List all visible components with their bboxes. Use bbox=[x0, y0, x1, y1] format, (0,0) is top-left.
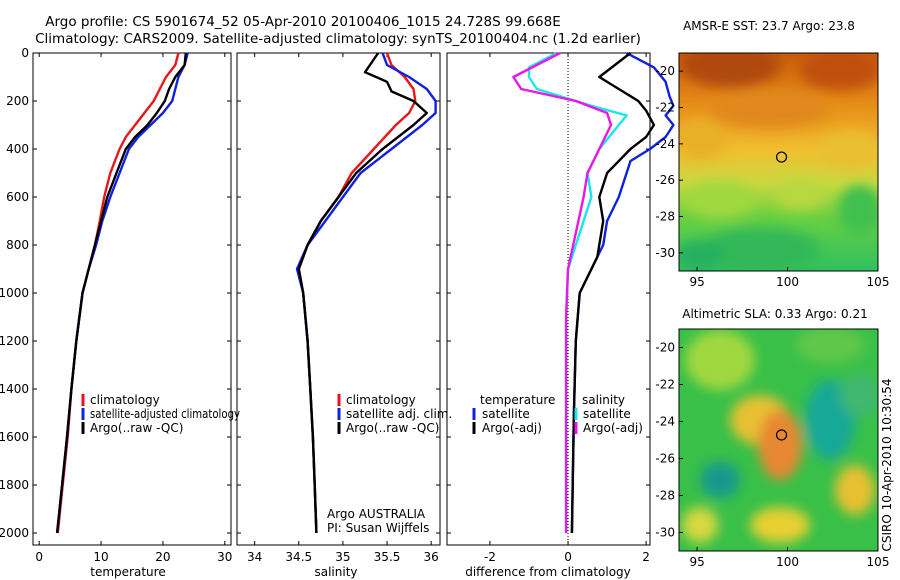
series-line-salinity-argo bbox=[512, 51, 613, 533]
x-tick-label: 36 bbox=[424, 550, 439, 564]
annotation-line-1: Argo AUSTRALIA bbox=[327, 507, 426, 521]
sla-map-title: Altimetric SLA: 0.33 Argo: 0.21 bbox=[682, 307, 867, 321]
y-tick-label: 1400 bbox=[0, 382, 29, 396]
sst-heatmap bbox=[679, 53, 878, 271]
x-tick-label: -2 bbox=[484, 550, 496, 564]
series-line-argo bbox=[55, 52, 187, 534]
series-line-climatology bbox=[56, 52, 180, 534]
y-tick-label: 1600 bbox=[0, 430, 29, 444]
difference-axes-frame bbox=[446, 52, 651, 546]
temperature-xlabel: temperature bbox=[90, 565, 165, 579]
series-line-satellite-adjusted bbox=[55, 52, 189, 534]
y-tick-label: -30 bbox=[655, 246, 675, 260]
argo-position-marker bbox=[775, 151, 788, 163]
argo-position-marker bbox=[775, 429, 788, 441]
temperature-axes-frame bbox=[32, 52, 232, 546]
x-tick-label: 100 bbox=[776, 275, 799, 289]
y-tick-label: 2000 bbox=[0, 526, 29, 540]
legend-sal-argo-label: Argo(-adj) bbox=[583, 421, 643, 435]
series-line-temperature-argo bbox=[570, 52, 656, 534]
annotation-line-2: PI: Susan Wijffels bbox=[327, 521, 429, 535]
legend-satellite-label: satellite adj. clim. bbox=[346, 407, 452, 421]
y-tick-label: -26 bbox=[655, 452, 675, 466]
x-tick-label: 95 bbox=[689, 275, 704, 289]
x-tick-label: 100 bbox=[776, 555, 799, 569]
x-tick-label: 20 bbox=[155, 550, 170, 564]
y-tick-label: 200 bbox=[6, 94, 29, 108]
x-tick-label: 105 bbox=[867, 275, 890, 289]
difference-legend: temperature salinity satellite Argo(-adj… bbox=[472, 393, 643, 435]
sla-map-panel: Altimetric SLA: 0.33 Argo: 0.21 -20 -22 -2… bbox=[655, 307, 889, 569]
x-tick-label: 0 bbox=[35, 550, 43, 564]
salinity-axes-frame bbox=[236, 52, 441, 546]
legend-climatology-label: climatology bbox=[346, 393, 416, 407]
y-tick-label: -28 bbox=[655, 210, 675, 224]
title-line-2: Climatology: CARS2009. Satellite-adjuste… bbox=[35, 31, 641, 47]
x-tick-label: 95 bbox=[689, 555, 704, 569]
legend-sal-satellite-label: satellite bbox=[583, 407, 631, 421]
y-tick-label: 1800 bbox=[0, 478, 29, 492]
temperature-panel: 0 200 400 600 800 1000 1200 1400 1600 1800 2000 0 1… bbox=[0, 46, 240, 579]
y-tick-label: -30 bbox=[655, 526, 675, 540]
salinity-panel: 34 34.5 35 35.5 36 salinity climatology sate… bbox=[236, 52, 452, 579]
salinity-xlabel: salinity bbox=[314, 565, 357, 579]
difference-panel: -2 0 2 difference from climatology tempera… bbox=[446, 51, 675, 579]
sst-map-frame bbox=[678, 52, 879, 272]
legend-argo-label: Argo(..raw -QC) bbox=[90, 421, 183, 435]
y-tick-label: -20 bbox=[655, 341, 675, 355]
series-line-argo bbox=[297, 52, 428, 534]
y-tick-label: 400 bbox=[6, 142, 29, 156]
legend-argo-label: Argo(..raw -QC) bbox=[346, 421, 439, 435]
legend-satellite-label: satellite-adjusted climatology bbox=[90, 407, 240, 421]
salinity-legend: climatology satellite adj. clim. Argo(..… bbox=[337, 393, 452, 435]
title-line-1: Argo profile: CS 5901674_52 05-Apr-2010 … bbox=[45, 14, 561, 30]
y-tick-label: 800 bbox=[6, 238, 29, 252]
x-tick-label: 34.5 bbox=[285, 550, 312, 564]
x-tick-label: 35 bbox=[335, 550, 350, 564]
y-tick-label: -22 bbox=[655, 378, 675, 392]
legend-salinity-header: salinity bbox=[582, 393, 625, 407]
x-tick-label: 2 bbox=[642, 550, 650, 564]
y-tick-label: -24 bbox=[655, 137, 675, 151]
difference-xlabel: difference from climatology bbox=[465, 565, 631, 579]
legend-climatology-label: climatology bbox=[90, 393, 160, 407]
x-tick-label: 34 bbox=[247, 550, 262, 564]
y-tick-label: -20 bbox=[655, 64, 675, 78]
y-tick-label: 0 bbox=[21, 46, 29, 60]
side-timestamp-label: CSIRO 10-Apr-2010 10:30:54 bbox=[880, 378, 894, 551]
sst-map-panel: AMSR-E SST: 23.7 Argo: 23.8 -20 -22 -24 -26… bbox=[655, 19, 889, 289]
y-tick-label: 600 bbox=[6, 190, 29, 204]
legend-temp-satellite-label: satellite bbox=[482, 407, 530, 421]
y-tick-label: -28 bbox=[655, 489, 675, 503]
y-tick-label: -24 bbox=[655, 415, 675, 429]
x-tick-label: 30 bbox=[217, 550, 232, 564]
y-tick-label: 1000 bbox=[0, 286, 29, 300]
sla-heatmap bbox=[679, 329, 878, 551]
y-tick-label: 1200 bbox=[0, 334, 29, 348]
y-tick-label: -26 bbox=[655, 173, 675, 187]
temperature-legend: climatology satellite-adjusted climatolo… bbox=[81, 393, 240, 435]
x-tick-label: 105 bbox=[867, 555, 890, 569]
x-tick-label: 10 bbox=[93, 550, 108, 564]
x-tick-label: 0 bbox=[564, 550, 572, 564]
sst-map-title: AMSR-E SST: 23.7 Argo: 23.8 bbox=[683, 19, 855, 33]
legend-temperature-header: temperature bbox=[480, 393, 555, 407]
x-tick-label: 35.5 bbox=[374, 550, 401, 564]
y-tick-label: -22 bbox=[655, 101, 675, 115]
legend-temp-argo-label: Argo(-adj) bbox=[482, 421, 542, 435]
sla-map-frame bbox=[678, 328, 879, 552]
series-line-climatology bbox=[297, 52, 417, 534]
